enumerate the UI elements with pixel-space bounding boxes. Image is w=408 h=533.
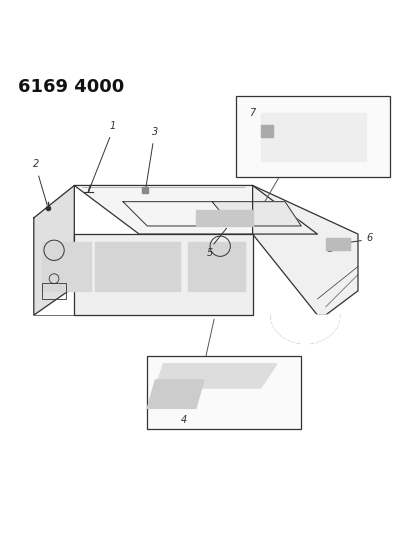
Polygon shape xyxy=(147,380,204,408)
Text: 7: 7 xyxy=(250,108,256,117)
Polygon shape xyxy=(74,185,317,234)
Text: 2: 2 xyxy=(33,159,39,169)
Polygon shape xyxy=(74,234,253,315)
Polygon shape xyxy=(253,185,358,315)
Polygon shape xyxy=(261,125,273,137)
Polygon shape xyxy=(261,112,366,161)
Text: 4: 4 xyxy=(181,416,187,425)
Text: 6169 4000: 6169 4000 xyxy=(18,78,124,96)
Text: 5: 5 xyxy=(207,248,213,259)
Text: 1: 1 xyxy=(110,121,116,131)
Polygon shape xyxy=(212,201,301,226)
Polygon shape xyxy=(155,364,277,388)
Bar xyxy=(147,356,301,429)
Polygon shape xyxy=(188,242,244,291)
Bar xyxy=(236,96,390,177)
Text: 6: 6 xyxy=(366,233,373,243)
Polygon shape xyxy=(326,238,350,251)
Polygon shape xyxy=(95,242,180,291)
Polygon shape xyxy=(42,242,91,291)
Polygon shape xyxy=(34,185,74,315)
Bar xyxy=(42,282,66,299)
Text: ≡: ≡ xyxy=(327,247,333,253)
Polygon shape xyxy=(271,315,340,343)
Text: 3: 3 xyxy=(152,127,158,137)
Polygon shape xyxy=(196,210,253,226)
